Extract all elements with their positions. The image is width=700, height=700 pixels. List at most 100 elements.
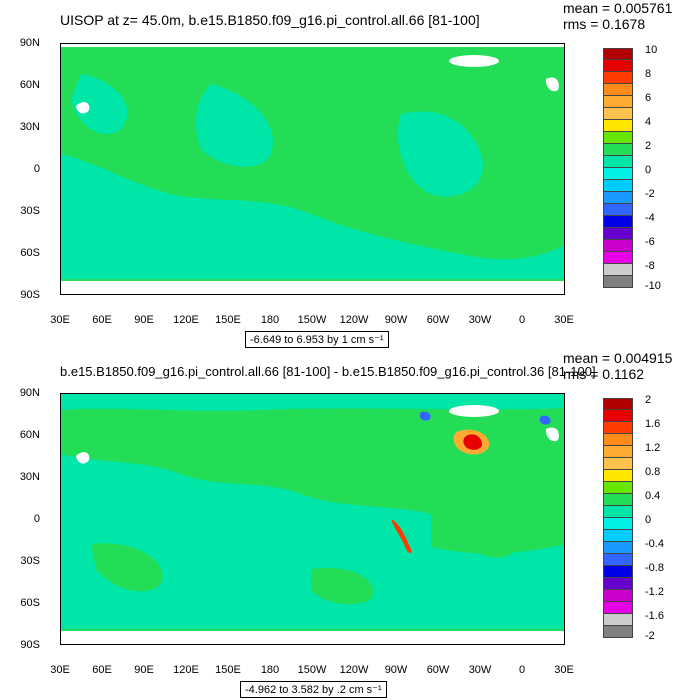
lat-label: 90S [20, 639, 40, 651]
lon-label: 180 [260, 314, 280, 326]
colorbar-swatch [603, 60, 633, 72]
lat-label: 60N [19, 79, 40, 91]
lon-label: 150E [215, 314, 241, 326]
colorbar-swatch [603, 108, 633, 120]
map-plot [60, 393, 565, 645]
map-field [61, 394, 564, 644]
lat-label: 30S [20, 555, 40, 567]
colorbar-swatch [603, 554, 633, 566]
lon-label: 30E [554, 664, 574, 676]
colorbar-swatch [603, 578, 633, 590]
lon-label: 150E [215, 664, 241, 676]
lon-label: 120E [173, 664, 199, 676]
colorbar-label: 1.6 [645, 418, 661, 430]
colorbar-label: 2 [645, 394, 652, 406]
lon-label: 30E [50, 314, 70, 326]
colorbar-swatch [603, 614, 633, 626]
lon-label: 120W [339, 664, 369, 676]
colorbar [603, 398, 633, 638]
lon-label: 150W [297, 664, 327, 676]
colorbar-label: -0.8 [645, 562, 664, 574]
colorbar-swatch [603, 180, 633, 192]
mean-value: mean = 0.005761 [563, 0, 673, 16]
lon-label: 0 [518, 664, 526, 676]
colorbar-label: -6 [645, 236, 655, 248]
colorbar-swatch [603, 264, 633, 276]
colorbar-label: -0.4 [645, 538, 664, 550]
colorbar-swatch [603, 72, 633, 84]
lat-label: 30N [19, 121, 40, 133]
colorbar-label: 0 [645, 514, 652, 526]
map-plot [60, 43, 565, 295]
colorbar-swatch [603, 228, 633, 240]
lat-label: 0 [33, 163, 40, 175]
colorbar-label: -1.2 [645, 586, 664, 598]
colorbar-label: 8 [645, 68, 652, 80]
colorbar-label: 10 [645, 44, 658, 56]
lon-label: 30E [50, 664, 70, 676]
lon-label: 90E [134, 664, 154, 676]
colorbar-swatch [603, 398, 633, 410]
colorbar-swatch [603, 518, 633, 530]
colorbar-label: -2 [645, 630, 655, 642]
lon-label: 150W [297, 314, 327, 326]
colorbar-swatch [603, 434, 633, 446]
plot-title: UISOP at z= 45.0m, b.e15.B1850.f09_g16.p… [60, 12, 480, 28]
contour-range-label: -6.649 to 6.953 by 1 cm s⁻¹ [245, 331, 389, 348]
panel-bottom: b.e15.B1850.f09_g16.pi_control.all.66 [8… [0, 350, 700, 700]
colorbar-swatch [603, 626, 633, 638]
colorbar-swatch [603, 144, 633, 156]
colorbar-swatch [603, 192, 633, 204]
rms-value: rms = 0.1162 [563, 366, 645, 382]
panel-top: UISOP at z= 45.0m, b.e15.B1850.f09_g16.p… [19, 0, 673, 348]
colorbar-swatch [603, 530, 633, 542]
colorbar-label: 6 [645, 92, 652, 104]
mean-value: mean = 0.004915 [563, 350, 673, 366]
colorbar-swatch [603, 84, 633, 96]
colorbar-swatch [603, 506, 633, 518]
lon-label: 120W [339, 314, 369, 326]
colorbar-swatch [603, 542, 633, 554]
lon-label: 120E [173, 314, 199, 326]
colorbar-swatch [603, 168, 633, 180]
lon-label: 30W [468, 314, 492, 326]
colorbar-label: 4 [645, 116, 652, 128]
colorbar-swatch [603, 590, 633, 602]
lon-label: 180 [260, 664, 280, 676]
lat-label: 90N [19, 387, 40, 399]
contour-range-label: -4.962 to 3.582 by .2 cm s⁻¹ [240, 681, 387, 698]
lon-label: 90W [384, 664, 408, 676]
colorbar-label: -8 [645, 260, 655, 272]
colorbar-swatch [603, 156, 633, 168]
colorbar-swatch [603, 276, 633, 288]
plot-title: b.e15.B1850.f09_g16.pi_control.all.66 [8… [60, 364, 596, 379]
lat-label: 30S [20, 205, 40, 217]
colorbar-swatch [603, 252, 633, 264]
colorbar-swatch [603, 132, 633, 144]
colorbar-label: 2 [645, 140, 652, 152]
map-field [61, 44, 564, 294]
lat-label: 30N [19, 471, 40, 483]
colorbar-label: -10 [645, 280, 661, 292]
colorbar-swatch [603, 96, 633, 108]
colorbar-swatch [603, 240, 633, 252]
lon-label: 0 [518, 314, 526, 326]
colorbar [603, 48, 633, 288]
colorbar-label: -2 [645, 188, 655, 200]
colorbar-label: 1.2 [645, 442, 661, 454]
colorbar-label: -4 [645, 212, 655, 224]
lat-label: 90N [19, 37, 40, 49]
colorbar-swatch [603, 48, 633, 60]
colorbar-swatch [603, 410, 633, 422]
colorbar-label: 0 [645, 164, 652, 176]
colorbar-swatch [603, 216, 633, 228]
lon-label: 60W [426, 664, 450, 676]
rms-value: rms = 0.1678 [563, 16, 646, 32]
lat-label: 90S [20, 289, 40, 301]
lat-label: 60S [20, 247, 40, 259]
lon-label: 30E [554, 314, 574, 326]
colorbar-swatch [603, 458, 633, 470]
colorbar-swatch [603, 120, 633, 132]
lon-label: 30W [468, 664, 492, 676]
colorbar-label: 0.8 [645, 466, 661, 478]
